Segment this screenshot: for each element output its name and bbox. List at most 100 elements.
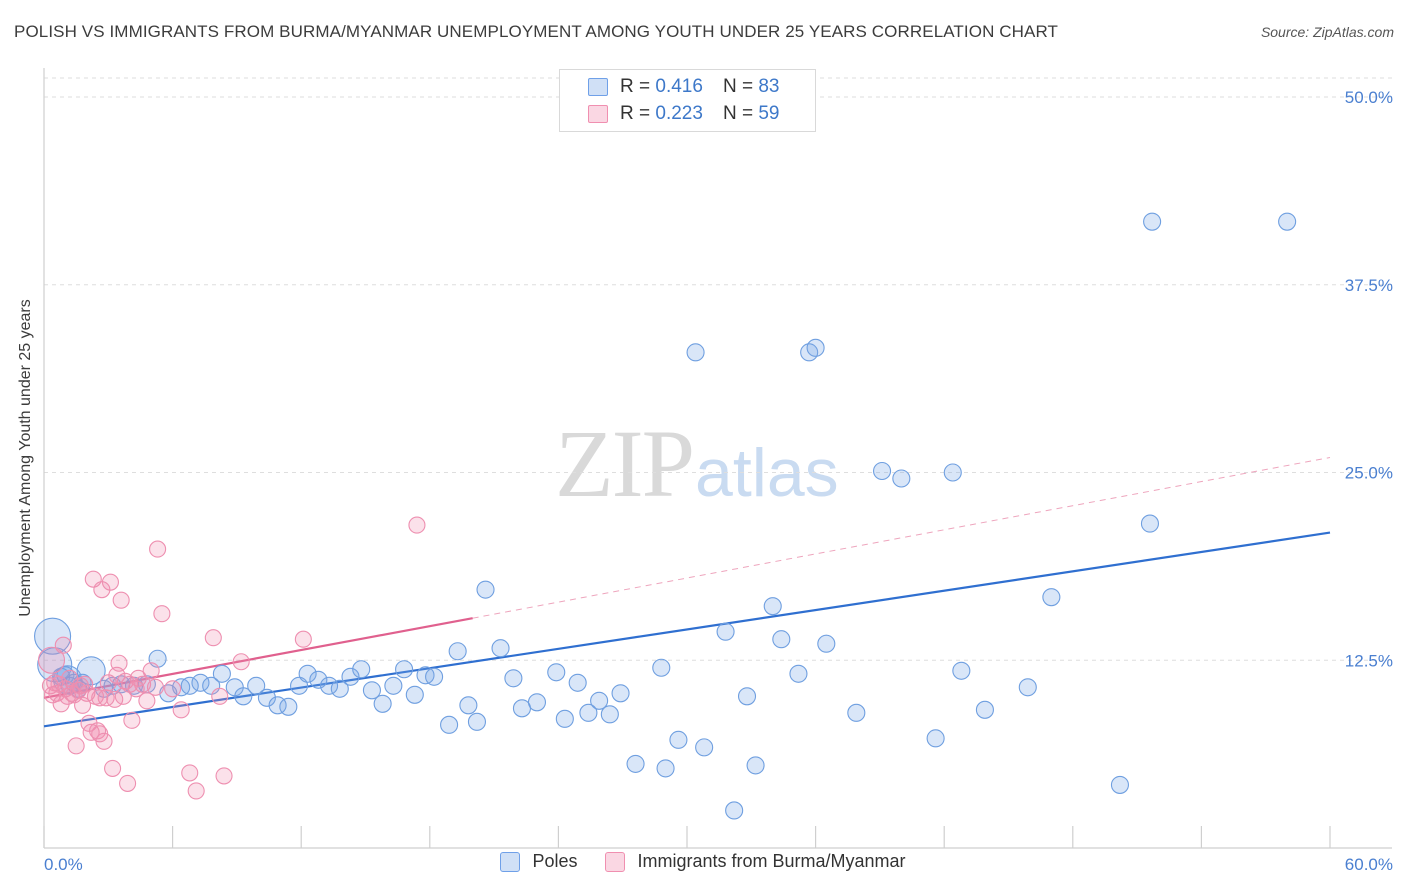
poles-point [504, 669, 523, 688]
burma-point [204, 629, 222, 647]
grid-lines [44, 77, 1392, 661]
chart-title: POLISH VS IMMIGRANTS FROM BURMA/MYANMAR … [14, 22, 1059, 41]
poles-point [611, 684, 630, 703]
poles-point [512, 699, 532, 718]
burma-point [142, 662, 160, 680]
poles-point [806, 338, 825, 357]
burma-point [123, 711, 141, 729]
poles-point [1140, 514, 1160, 533]
poles-point [737, 687, 757, 706]
poles-point [34, 617, 72, 655]
poles-point [772, 630, 791, 649]
poles-point [491, 639, 510, 658]
bottom-legend-label-burma: Immigrants from Burma/Myanmar [637, 851, 906, 871]
poles-point [579, 703, 598, 722]
legend-box: R = 0.416 N = 83 R = 0.223 N = 59 [559, 69, 816, 132]
bottom-legend-item-poles: Poles [500, 851, 577, 872]
burma-point [37, 646, 66, 674]
bottom-legend-swatch-burma [605, 851, 626, 872]
poles-point [448, 642, 467, 661]
poles-point [257, 688, 276, 707]
poles-point [656, 759, 675, 778]
poles-point [746, 756, 765, 775]
axes [43, 68, 1392, 849]
poles-point [527, 693, 547, 712]
burma-point [91, 689, 109, 707]
burma-point [408, 516, 426, 534]
poles-point [943, 463, 962, 482]
poles-point [716, 622, 735, 641]
burma-point [82, 723, 100, 741]
poles-point [212, 664, 231, 683]
poles-point [298, 664, 317, 683]
poles-point [467, 712, 487, 731]
poles-point [76, 656, 106, 686]
legend-n-value: 59 [758, 103, 780, 124]
tick-labels: 12.5% 25.0% 37.5% 50.0% 0.0% 60.0% [44, 88, 1393, 874]
poles-point [547, 663, 566, 682]
poles-point [180, 676, 199, 695]
poles-point [330, 679, 349, 698]
legend-r-value: 0.416 [655, 76, 703, 97]
y-tick-label: 50.0% [1345, 88, 1393, 107]
burma-point [101, 573, 119, 591]
legend-n-label: N = [722, 103, 754, 124]
poles-point [975, 700, 994, 719]
poles-point [847, 703, 866, 722]
y-tick-label: 12.5% [1345, 651, 1393, 670]
trend-line-burma [43, 617, 473, 699]
poles-point [309, 670, 328, 689]
x-tick-label: 0.0% [44, 855, 83, 874]
burma-point [153, 605, 171, 623]
poles-point [234, 687, 253, 706]
poles-point [626, 754, 645, 773]
poles-point [686, 343, 705, 362]
burma-point [119, 774, 137, 792]
burma-point [104, 759, 122, 777]
legend-r-value: 0.223 [655, 103, 703, 124]
poles-point [1042, 588, 1061, 607]
y-tick-label: 25.0% [1345, 464, 1393, 483]
trend-line-burma-extended [472, 456, 1331, 619]
poles-point [763, 597, 782, 616]
poles-point [555, 709, 574, 728]
burma-point [181, 764, 199, 782]
burma-point [97, 689, 115, 707]
burma-point [112, 591, 130, 609]
burma-point [294, 630, 312, 648]
burma-point [110, 654, 128, 672]
burma-point [95, 732, 113, 750]
poles-point [1278, 212, 1297, 231]
poles-point [373, 694, 392, 713]
x-tick-label: 60.0% [1345, 855, 1393, 874]
bottom-legend-label-poles: Poles [532, 851, 578, 871]
poles-point [652, 658, 671, 677]
poles-point [568, 673, 587, 692]
poles-point [1143, 212, 1162, 231]
poles-point [476, 580, 495, 599]
poles-point [600, 705, 619, 724]
bottom-legend-swatch-poles [500, 851, 521, 872]
poles-point [279, 697, 298, 716]
poles-point [405, 685, 424, 704]
poles-point [352, 660, 371, 679]
poles-point [695, 738, 714, 757]
poles-point [789, 664, 808, 683]
burma-point [232, 653, 250, 671]
poles-point [362, 681, 381, 700]
bottom-legend-item-burma: Immigrants from Burma/Myanmar [605, 851, 906, 872]
poles-point [425, 667, 444, 686]
burma-point [211, 687, 229, 705]
burma-point [138, 692, 156, 710]
poles-point [1110, 775, 1130, 794]
burma-point [146, 678, 165, 696]
legend-row-burma: R = 0.223 N = 59 [588, 102, 779, 126]
poles-point [247, 676, 266, 695]
poles-point [892, 469, 911, 488]
poles-point [817, 634, 836, 653]
burma-point [67, 737, 85, 755]
watermark-zip: ZIP [555, 410, 695, 517]
burma-point [172, 701, 190, 719]
burma-point [89, 722, 107, 740]
